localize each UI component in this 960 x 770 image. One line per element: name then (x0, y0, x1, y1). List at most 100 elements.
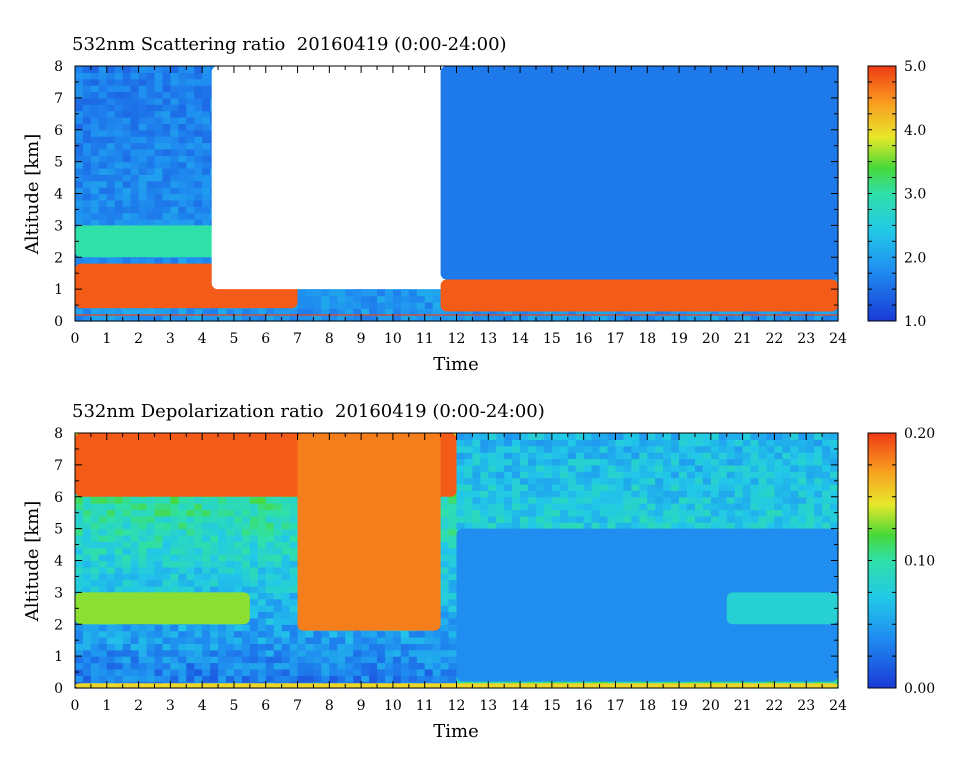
heatmap-cell (75, 219, 84, 226)
heatmap-cell (130, 219, 140, 226)
heatmap-cell (233, 528, 243, 536)
x-tick-label: 1 (102, 331, 111, 347)
heatmap-cell (249, 541, 259, 549)
heatmap-cell (122, 91, 132, 99)
heatmap-cell (90, 554, 100, 562)
heatmap-cell (178, 541, 187, 549)
heatmap-cell (226, 656, 235, 664)
heatmap-cell (98, 554, 108, 562)
heatmap-cell (75, 560, 84, 568)
heatmap-cell (202, 662, 211, 670)
heatmap-cell (400, 295, 410, 303)
heatmap-cell (194, 566, 203, 574)
heatmap-cell (154, 554, 164, 562)
heatmap-cell (90, 136, 100, 144)
heatmap-cell (106, 566, 116, 574)
heatmap-cell (90, 91, 100, 99)
heatmap-cell (138, 522, 148, 530)
heatmap-cell (170, 637, 179, 644)
heatmap-cell (90, 535, 100, 542)
heatmap-cell (226, 624, 235, 632)
heatmap-cell (337, 314, 346, 322)
heatmap-cell (75, 148, 84, 156)
heatmap-cell (154, 643, 164, 651)
heatmap-cell (106, 503, 116, 511)
heatmap-cell (138, 668, 148, 676)
heatmap-cell (82, 110, 92, 118)
heatmap-cell (226, 547, 235, 555)
heatmap-cell (154, 136, 164, 144)
scattering-title: 532nm Scattering ratio 20160419 (0:00-24… (72, 34, 507, 55)
heatmap-cell (138, 496, 148, 504)
heatmap-cell (82, 637, 92, 644)
depolarization-heatmap (75, 433, 839, 689)
heatmap-cell (178, 110, 187, 118)
heatmap-cell (138, 66, 148, 73)
heatmap-cell (98, 104, 108, 112)
heatmap-cell (766, 314, 776, 322)
heatmap-cell (535, 308, 545, 316)
heatmap-cell (82, 668, 92, 676)
heatmap-cell (249, 598, 259, 606)
heatmap-cell (146, 180, 156, 188)
heatmap-cell (75, 180, 84, 188)
scattering-xlabel: Time (433, 354, 478, 375)
heatmap-cell (162, 308, 171, 316)
heatmap-cell (154, 257, 164, 265)
heatmap-cell (130, 174, 140, 182)
heatmap-cell (82, 528, 92, 536)
heatmap-cell (194, 547, 203, 555)
heatmap-cell (615, 314, 625, 322)
heatmap-cell (98, 78, 108, 86)
heatmap-cell (162, 85, 171, 93)
heatmap-cell (146, 528, 156, 536)
heatmap-cell (218, 314, 227, 322)
heatmap-cell (106, 110, 116, 118)
heatmap-cell (114, 129, 124, 137)
heatmap-cell (114, 187, 124, 195)
heatmap-cell (82, 314, 92, 322)
heatmap-cell (122, 528, 132, 536)
heatmap-cell (233, 509, 243, 517)
heatmap-cell (194, 496, 203, 504)
heatmap-cell (257, 624, 267, 632)
heatmap-cell (75, 91, 84, 99)
heatmap-cell (210, 308, 219, 316)
heatmap-cell (297, 289, 307, 297)
scattering-colorbar (867, 65, 897, 322)
heatmap-cell (822, 308, 831, 316)
heatmap-cell (202, 566, 211, 574)
heatmap-cell (464, 308, 473, 316)
heatmap-cell (361, 308, 370, 316)
heatmap-cell (170, 662, 179, 670)
heatmap-cell (583, 314, 593, 322)
heatmap-cell (114, 199, 124, 207)
heatmap-cell (520, 308, 529, 316)
heatmap-cell (106, 123, 116, 131)
heatmap-cell (75, 547, 84, 555)
heatmap-cell (369, 314, 378, 322)
heatmap-cell (257, 314, 267, 322)
heatmap-cell (82, 554, 92, 562)
heatmap-cell (90, 104, 100, 112)
heatmap-cell (154, 148, 164, 156)
heatmap-cell (130, 199, 140, 207)
heatmap-cell (138, 579, 148, 587)
heatmap-cell (154, 85, 164, 93)
heatmap-cell (106, 668, 116, 676)
heatmap-cell (233, 541, 243, 549)
heatmap-cell (98, 85, 108, 93)
heatmap-cell (528, 308, 537, 316)
heatmap-cell (162, 155, 171, 163)
heatmap-cell (106, 637, 116, 644)
heatmap-cell (114, 257, 124, 265)
heatmap-cell (146, 78, 156, 86)
heatmap-cell (114, 649, 124, 657)
heatmap-cell (106, 308, 116, 316)
heatmap-cell (82, 174, 92, 182)
heatmap-cell (265, 314, 275, 322)
heatmap-cell (249, 535, 259, 542)
heatmap-cell (106, 219, 116, 226)
heatmap-cell (90, 522, 100, 530)
heatmap-cell (424, 289, 434, 297)
